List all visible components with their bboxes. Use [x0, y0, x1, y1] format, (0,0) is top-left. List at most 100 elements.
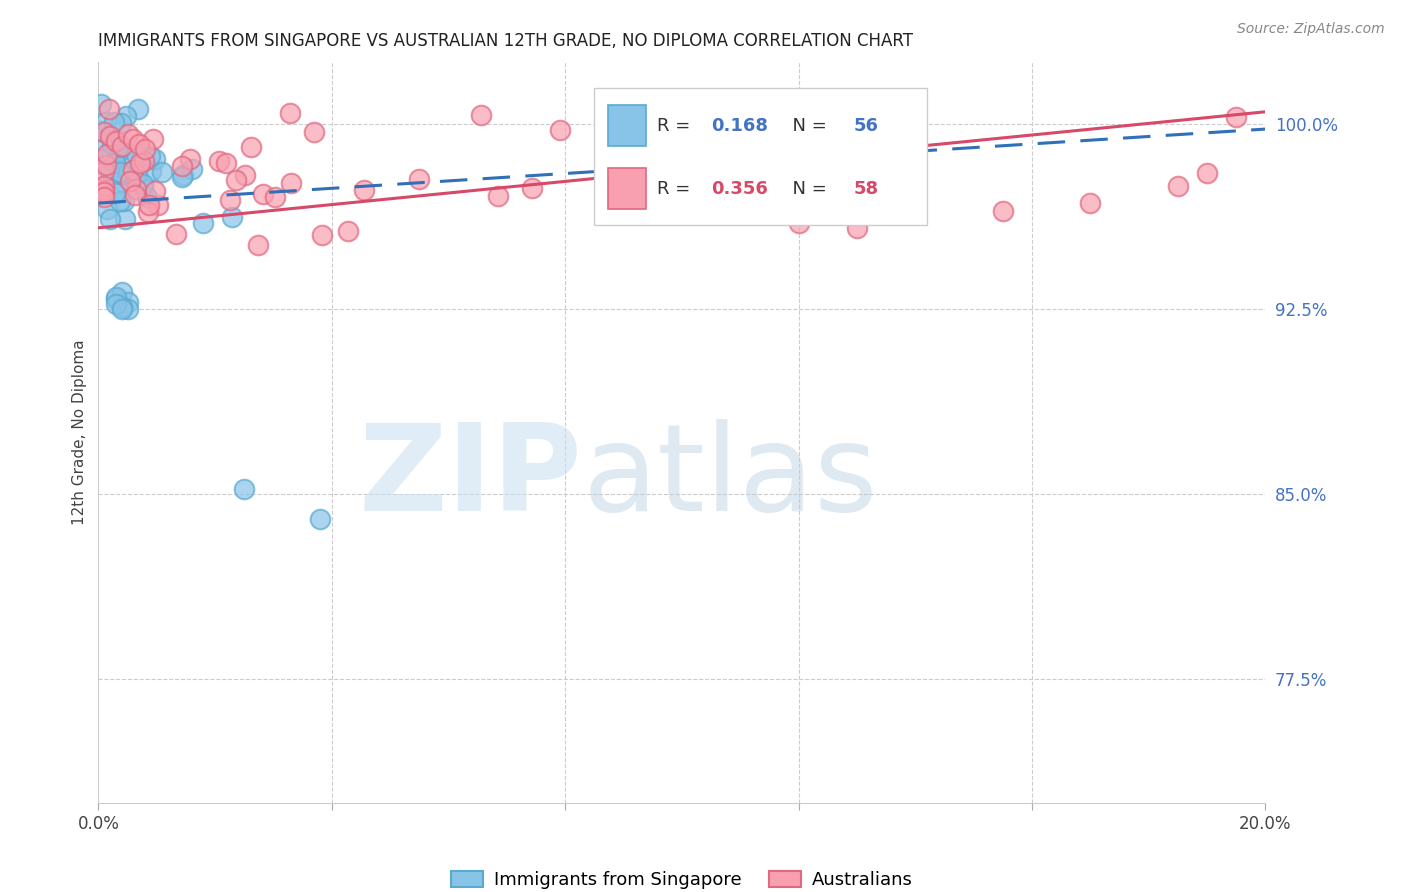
Point: [172, 168, 194, 182]
Point: [233, 168, 256, 182]
Point: [93, 186, 115, 200]
Point: [247, 238, 270, 252]
Point: [145, 152, 167, 166]
Point: [111, 300, 134, 314]
Point: [110, 194, 132, 208]
Point: [120, 169, 142, 184]
Point: [104, 297, 127, 311]
Point: [110, 116, 132, 130]
Text: R =: R =: [658, 180, 696, 198]
Point: [145, 184, 167, 198]
Point: [221, 210, 243, 224]
Point: [233, 483, 256, 497]
Point: [548, 123, 571, 137]
Point: [104, 293, 127, 307]
Point: [470, 107, 492, 121]
Point: [278, 106, 301, 120]
Text: ZIP: ZIP: [359, 418, 582, 535]
Point: [108, 145, 131, 159]
Point: [280, 177, 302, 191]
Point: [128, 136, 150, 151]
Point: [240, 139, 263, 153]
Point: [219, 193, 242, 207]
Text: 58: 58: [853, 180, 879, 198]
Point: [134, 142, 156, 156]
Point: [104, 186, 127, 201]
Point: [129, 155, 152, 169]
Point: [125, 146, 148, 161]
Point: [117, 302, 139, 317]
Point: [97, 162, 120, 177]
Point: [98, 211, 121, 226]
Point: [117, 127, 139, 141]
Point: [93, 185, 115, 199]
Point: [181, 161, 204, 176]
Point: [165, 227, 187, 242]
Point: [98, 151, 121, 165]
Point: [1080, 196, 1102, 211]
Point: [103, 114, 125, 128]
Point: [98, 129, 121, 144]
Point: [486, 189, 509, 203]
Point: [93, 179, 115, 194]
Point: [138, 149, 160, 163]
Point: [136, 205, 159, 219]
Point: [93, 124, 115, 138]
Point: [93, 164, 115, 178]
Point: [111, 139, 134, 153]
Point: [132, 181, 155, 195]
Point: [520, 181, 543, 195]
Point: [1225, 110, 1247, 124]
Point: [112, 194, 135, 209]
Point: [225, 173, 247, 187]
Point: [90, 97, 112, 112]
Text: Source: ZipAtlas.com: Source: ZipAtlas.com: [1237, 22, 1385, 37]
Point: [408, 171, 430, 186]
Point: [108, 139, 131, 153]
Point: [252, 187, 274, 202]
Point: [846, 220, 869, 235]
Point: [172, 159, 194, 173]
Point: [136, 190, 159, 204]
Point: [353, 183, 375, 197]
Point: [96, 158, 118, 172]
Point: [104, 290, 127, 304]
Point: [117, 165, 139, 179]
Point: [93, 189, 115, 203]
FancyBboxPatch shape: [609, 104, 645, 145]
Point: [125, 182, 148, 196]
Point: [215, 155, 238, 169]
Point: [90, 152, 112, 166]
Point: [991, 203, 1014, 218]
Point: [100, 137, 122, 152]
Point: [98, 163, 121, 178]
Point: [96, 202, 118, 216]
Point: [111, 147, 134, 161]
Point: [124, 188, 146, 202]
Point: [263, 190, 285, 204]
Point: [150, 165, 173, 179]
Point: [122, 163, 145, 178]
Point: [104, 135, 127, 149]
Point: [208, 154, 231, 169]
Point: [111, 285, 134, 299]
Point: [96, 146, 118, 161]
Text: IMMIGRANTS FROM SINGAPORE VS AUSTRALIAN 12TH GRADE, NO DIPLOMA CORRELATION CHART: IMMIGRANTS FROM SINGAPORE VS AUSTRALIAN …: [98, 32, 914, 50]
Point: [1167, 178, 1189, 193]
Point: [111, 302, 134, 317]
Point: [127, 168, 149, 182]
Point: [111, 168, 134, 182]
Point: [104, 156, 127, 170]
Point: [132, 153, 155, 168]
Point: [90, 134, 112, 148]
Text: 0.356: 0.356: [711, 180, 768, 198]
Point: [115, 109, 138, 123]
Point: [179, 152, 201, 166]
Point: [311, 228, 333, 243]
Text: 0.168: 0.168: [711, 117, 768, 136]
Point: [1195, 166, 1218, 180]
Point: [904, 191, 927, 205]
Text: N =: N =: [782, 180, 832, 198]
Point: [111, 175, 134, 189]
Point: [337, 224, 360, 238]
